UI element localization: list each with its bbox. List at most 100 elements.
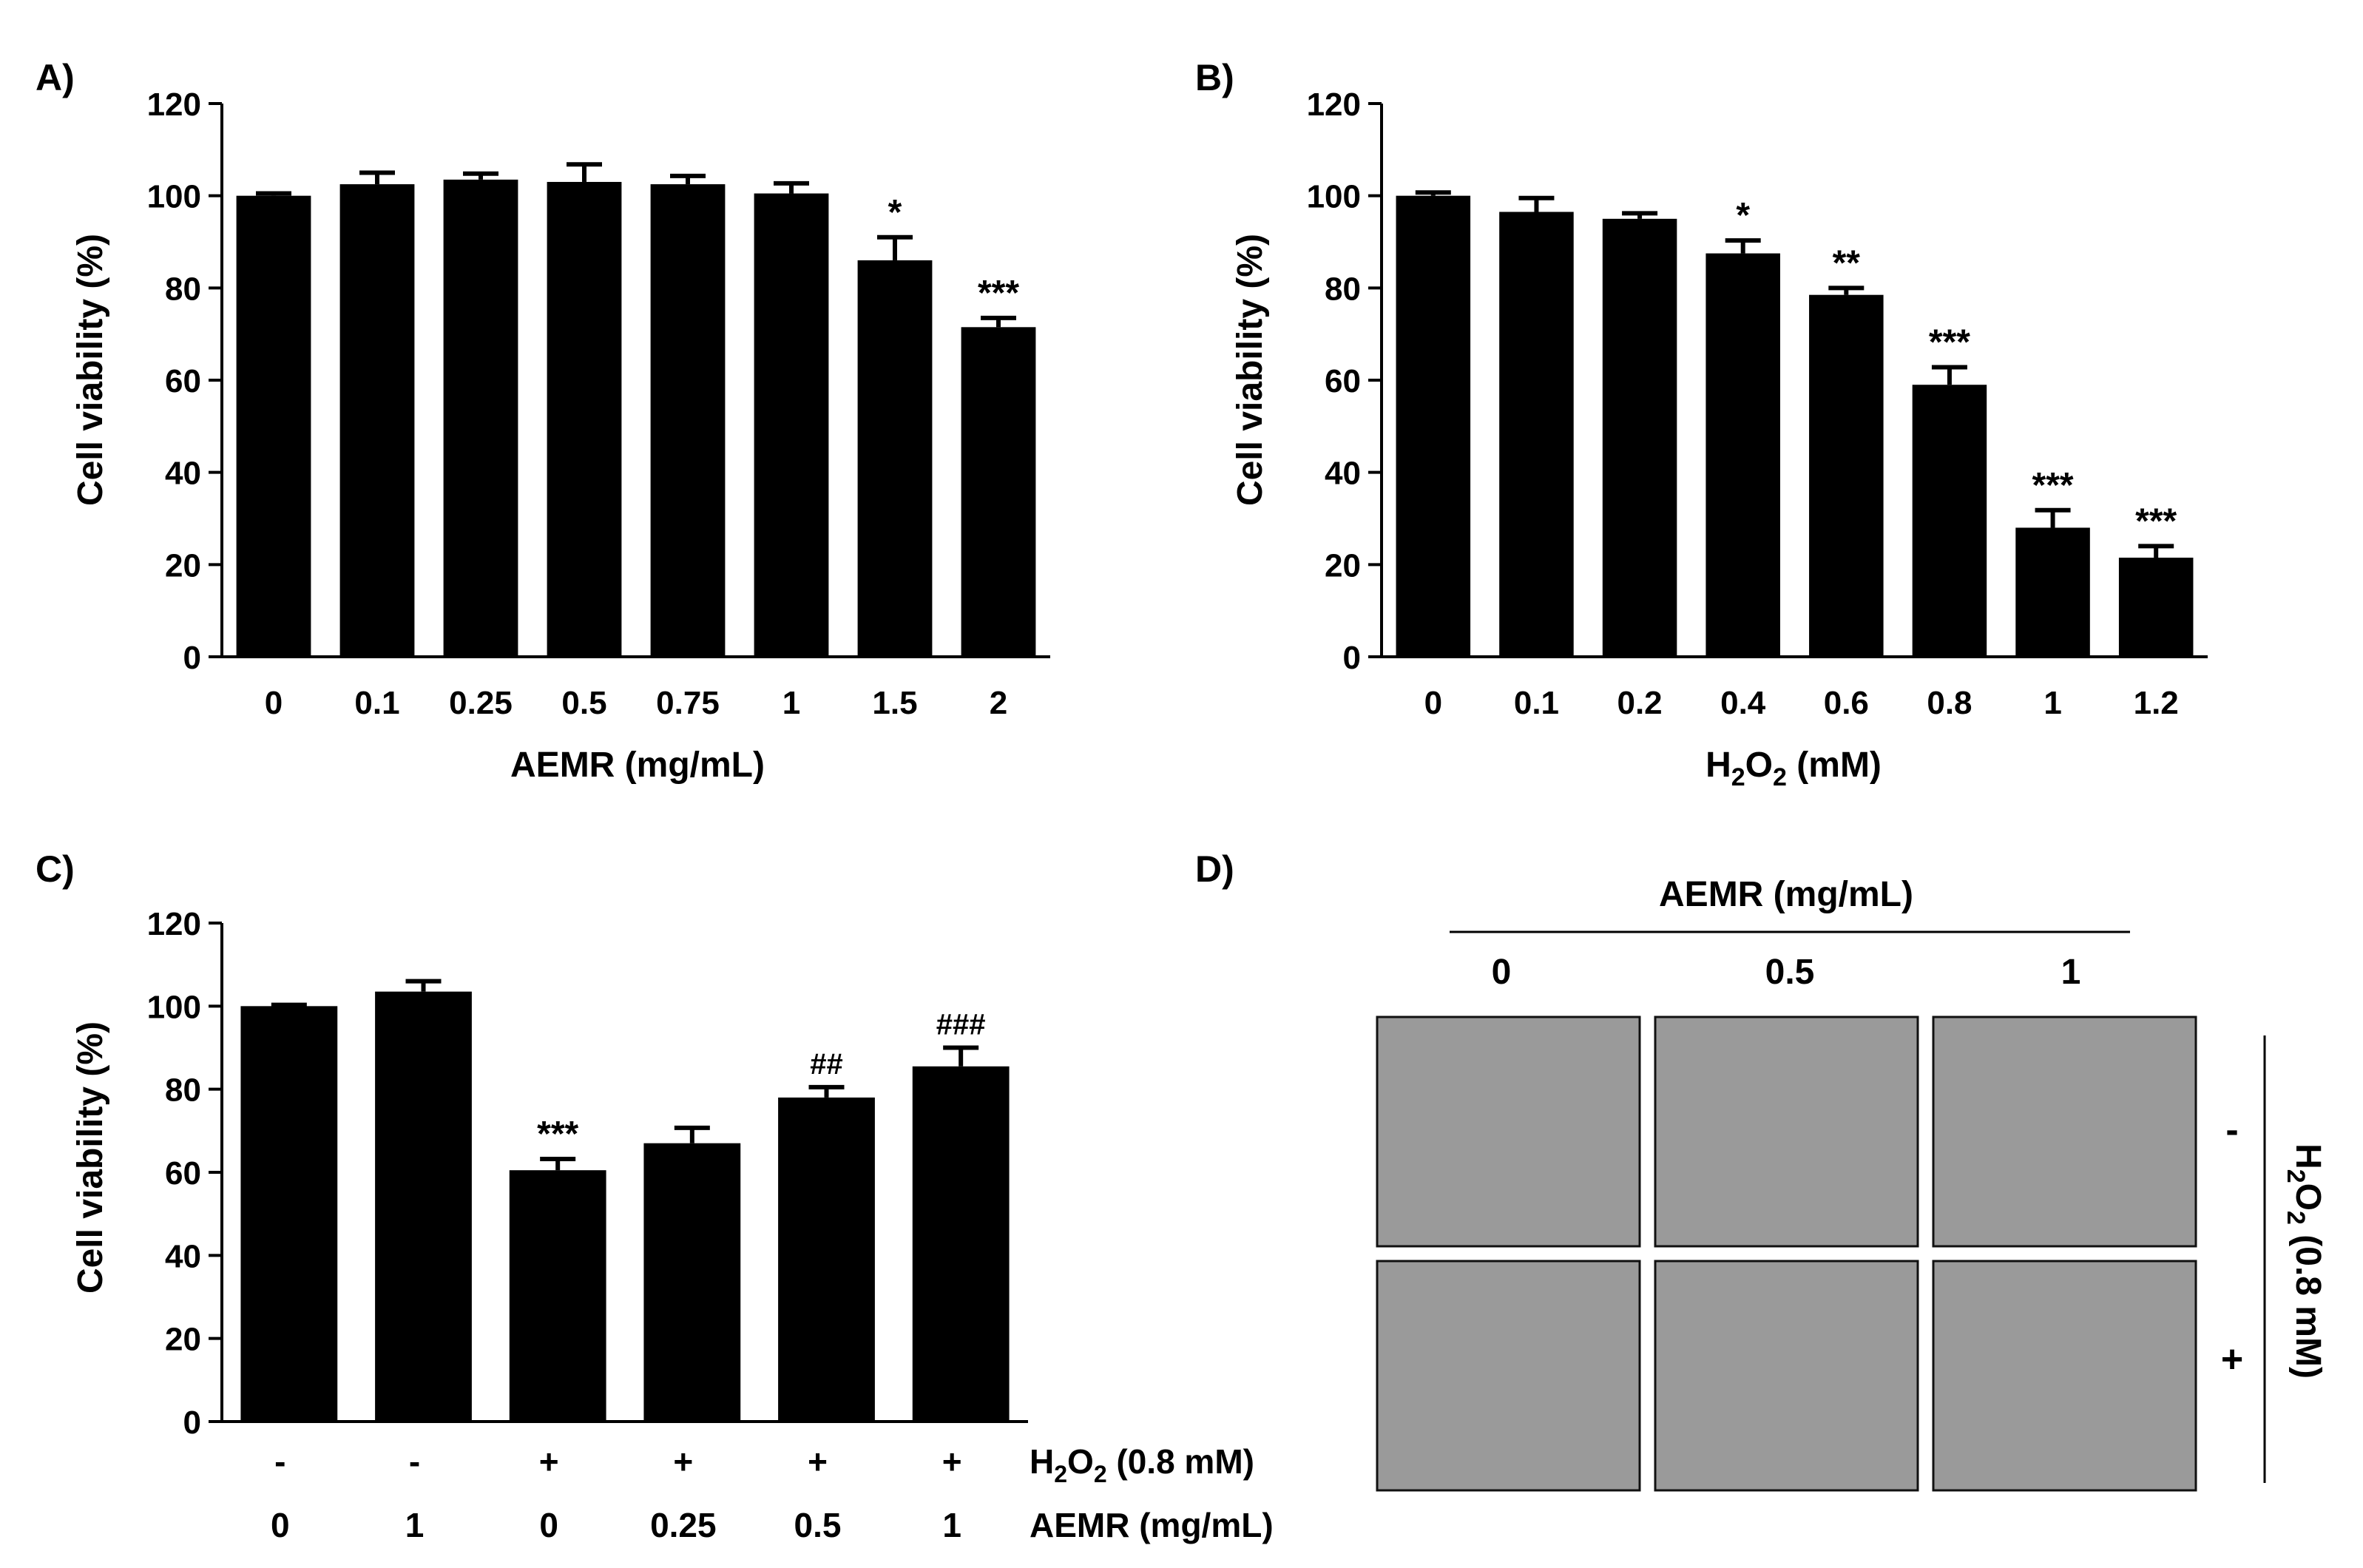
panel-c-aemr-value-1: 1	[405, 1506, 425, 1544]
panel-a-x-tick-label-5: 1	[782, 685, 800, 721]
panel-d-row-label-minus: -	[2225, 1109, 2238, 1152]
panel-b-bar-2	[1602, 218, 1677, 657]
d-side-h: H	[2288, 1143, 2327, 1169]
c-h2o2-sub1: 2	[1054, 1461, 1067, 1487]
panel-a-x-tick-label-2: 0.25	[449, 685, 513, 721]
panel-b-x-axis-label: H2O2 (mM)	[1706, 746, 1882, 791]
panel-a-y-axis-label: Cell viability (%)	[71, 234, 110, 506]
panel-a-y-tick-label-4: 80	[165, 271, 201, 307]
panel-d-label: D)	[1195, 848, 1234, 890]
micrograph-plus-0-5	[1654, 1260, 1919, 1492]
panel-a-y-tick-label-1: 20	[165, 547, 201, 584]
panel-b-x-tick-label-7: 1.2	[2134, 685, 2179, 721]
panel-c-aemr-value-3: 0.25	[650, 1506, 717, 1544]
panel-c-bar-2	[509, 1170, 606, 1422]
panel-c-y-tick-label-2: 40	[165, 1238, 201, 1274]
panel-b-y-axis-label: Cell viability (%)	[1231, 234, 1270, 506]
panel-a-x-axis-label: AEMR (mg/mL)	[510, 746, 765, 785]
panel-a-label: A)	[36, 57, 75, 98]
panel-b-x-tick-label-3: 0.4	[1720, 685, 1766, 721]
panel-c-h2o2-row-label: H2O2 (0.8 mM)	[1030, 1442, 1254, 1487]
panel-c-significance-2: ***	[537, 1115, 578, 1154]
c-h2o2-sub2: 2	[1094, 1461, 1107, 1487]
panel-b-bar-6	[2015, 527, 2090, 657]
panel-a-bar-7	[961, 327, 1036, 657]
micrograph-minus-0-5	[1654, 1016, 1919, 1248]
panel-b-significance-6: ***	[2032, 466, 2074, 505]
panel-a-significance-7: ***	[978, 274, 1019, 313]
panel-c-h2o2-sign-4: +	[808, 1442, 828, 1481]
panel-b-bar-0	[1396, 195, 1471, 658]
panel-c-h2o2-sign-2: +	[539, 1442, 559, 1481]
panel-a-y-tick-label-5: 100	[147, 179, 201, 215]
panel-c-y-tick-label-4: 80	[165, 1072, 201, 1109]
panel-c-y-tick-label-1: 20	[165, 1322, 201, 1358]
panel-a-bar-5	[754, 193, 829, 657]
panel-a-y-tick-label-0: 0	[183, 640, 201, 676]
panel-d-column-label-2: 1	[2061, 953, 2081, 992]
panel-a-x-tick-label-4: 0.75	[656, 685, 720, 721]
panel-c-aemr-value-2: 0	[539, 1506, 558, 1544]
panel-b-y-tick-label-1: 20	[1325, 547, 1361, 584]
panel-d-header: AEMR (mg/mL)	[1659, 875, 1913, 914]
panel-b-bar-4	[1809, 294, 1884, 657]
panel-b-x-tick-label-4: 0.6	[1824, 685, 1869, 721]
panel-b-significance-4: **	[1833, 243, 1861, 283]
panel-c-aemr-row-label: AEMR (mg/mL)	[1030, 1506, 1274, 1544]
d-side-o: O	[2288, 1183, 2327, 1211]
panel-b-significance-7: ***	[2135, 501, 2177, 541]
b-xlabel-sub1: 2	[1731, 763, 1745, 791]
micrograph-plus-1	[1932, 1260, 2197, 1492]
panel-a-y-tick-label-6: 120	[147, 87, 201, 123]
panel-b-y-tick-label-4: 80	[1325, 271, 1361, 307]
panel-c-significance-4: ##	[810, 1048, 843, 1081]
panel-b-bar-7	[2118, 557, 2194, 657]
panel-c-h2o2-sign-1: -	[409, 1442, 420, 1481]
panel-c-y-tick-label-3: 60	[165, 1155, 201, 1192]
c-h2o2-o: O	[1067, 1442, 1094, 1481]
panel-d-side-label: H2O2 (0.8 mM)	[2282, 1143, 2327, 1379]
panel-a-bar-1	[339, 184, 415, 658]
panel-b-x-tick-label-0: 0	[1424, 685, 1442, 721]
panel-b-bar-1	[1499, 212, 1574, 657]
panel-d: D) AEMR (mg/mL) 0 0.5 1 - + H2O2 (0.8 mM…	[1195, 848, 2327, 1492]
panel-b-significance-3: *	[1736, 196, 1750, 235]
panel-d-column-label-0: 0	[1492, 953, 1512, 992]
micrograph-plus-0	[1376, 1260, 1641, 1492]
panel-c-y-tick-label-0: 0	[183, 1405, 201, 1441]
panel-b-x-tick-label-2: 0.2	[1617, 685, 1662, 721]
d-side-sub1: 2	[2282, 1169, 2310, 1183]
panel-b-y-tick-label-5: 100	[1307, 179, 1361, 215]
panel-b-label: B)	[1195, 57, 1234, 98]
panel-b-y-tick-label-6: 120	[1307, 87, 1361, 123]
panel-b-x-tick-label-5: 0.8	[1927, 685, 1972, 721]
panel-c-y-tick-label-6: 120	[147, 906, 201, 942]
panel-a-bar-2	[443, 179, 518, 658]
panel-a-x-tick-label-7: 2	[990, 685, 1007, 721]
panel-a-bar-4	[650, 184, 726, 658]
panel-a-x-tick-label-3: 0.5	[561, 685, 606, 721]
panel-c-h2o2-sign-5: +	[942, 1442, 962, 1481]
panel-c-bar-3	[643, 1143, 741, 1422]
panel-b-significance-5: ***	[1929, 323, 1970, 362]
panel-c-y-axis-label: Cell viability (%)	[71, 1021, 110, 1294]
panel-b-bar-3	[1706, 253, 1780, 657]
panel-d-row-label-plus: +	[2221, 1338, 2243, 1381]
d-side-sub2: 2	[2282, 1211, 2310, 1225]
panel-b-x-tick-label-6: 1	[2043, 685, 2061, 721]
panel-c-h2o2-sign-0: -	[274, 1442, 285, 1481]
c-h2o2-h: H	[1030, 1442, 1054, 1481]
panel-d-column-label-1: 0.5	[1765, 953, 1815, 992]
d-side-unit: (0.8 mM)	[2288, 1225, 2327, 1379]
micrograph-minus-1	[1932, 1016, 2197, 1248]
panel-a-bar-0	[236, 195, 311, 658]
panel-a-bar-3	[547, 181, 622, 657]
b-xlabel-sub2: 2	[1773, 763, 1787, 791]
panel-b-y-tick-label-2: 40	[1325, 456, 1361, 492]
panel-a-x-tick-label-1: 0.1	[354, 685, 399, 721]
b-xlabel-o: O	[1745, 746, 1773, 785]
panel-c-h2o2-sign-3: +	[673, 1442, 693, 1481]
